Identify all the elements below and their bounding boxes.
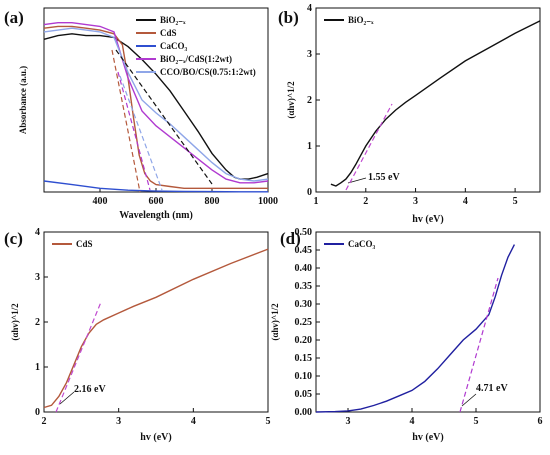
legend-label: BiO₂₋ₓ [160,15,186,25]
panel-b-xtick-label: 4 [463,196,468,207]
panel-b-ytick-label: 1 [307,141,312,152]
panel-b-ytick-label: 3 [307,49,312,60]
panel-a-tangent-cco [119,75,163,191]
panel-a-series-line [43,25,268,190]
panel-d-ytick-label: 0.00 [295,407,313,418]
panel-d-tangent [459,277,499,413]
panel-d-xlabel: hv (eV) [412,432,443,443]
panel-d-legend-label: CaCO₃ [348,239,375,249]
panel-c-ylabel: (αhv)^1/2 [10,303,20,341]
panel-b-ytick-label: 4 [307,3,312,14]
panel-c-xlabel: hv (eV) [140,432,171,443]
panel-c-annotation: 2.16 eV [74,384,106,395]
panel-b-annotation-arrow [347,177,367,184]
panel-d-ytick-label: 0.10 [295,371,313,382]
panel-a-series-line [43,180,268,193]
panel-a-series-line [43,33,269,180]
panel-d-label: (d) [280,229,301,248]
panel-b-xtick-label: 2 [363,196,368,207]
panel-d-ylabel: (αhv)^1/2 [270,303,280,341]
panel-b-annotation: 1.55 eV [368,172,400,183]
panel-a-ylabel: Absorbance (a.u.) [18,66,28,134]
panel-d-ytick-label: 0.30 [295,299,313,310]
panel-a-tangent-composite [117,71,151,191]
panel-d-xtick-label: 5 [474,416,479,427]
panel-c-ytick-label: 1 [35,362,40,373]
panel-b-xtick-label: 5 [513,196,518,207]
panel-c-ytick-label: 3 [35,272,40,283]
panel-b-ytick-label: 2 [307,95,312,106]
panel-b-xlabel: hv (eV) [412,214,443,225]
panel-b-ylabel: (αhv)^1/2 [286,81,296,119]
panel-c-ytick-label: 2 [35,317,40,328]
panel-c-ytick-label: 4 [35,227,40,238]
panel-c-xtick-label: 3 [116,416,121,427]
panel-d-ytick-label: 0.40 [295,263,313,274]
panel-b-tangent [345,103,393,191]
legend-label: CCO/BO/CS(0.75:1:2wt) [160,67,256,77]
panel-d-xtick-label: 6 [538,416,543,427]
panel-b-label: (b) [278,8,299,27]
panel-d-xtick-label: 4 [410,416,415,427]
panel-a-series-line [43,27,269,182]
panel-a-xtick-label: 600 [149,196,164,207]
panel-a-label: (a) [4,8,24,27]
panel-d-xtick-label: 3 [346,416,351,427]
legend-label: CdS [160,28,177,38]
chart-marks: 400 600 800 1000BiO₂₋ₓCdSCaCO₃BiO₂₋ₓ/CdS(1:… [35,3,543,427]
panel-d-ytick-label: 0.50 [295,227,313,238]
panel-d-ytick-label: 0.25 [295,317,313,328]
panel-b-xtick-label: 1 [314,196,319,207]
panel-d-ytick-label: 0.35 [295,281,313,292]
panel-d-annotation: 4.71 eV [476,383,508,394]
panel-c-legend-label: CdS [76,239,93,249]
panel-a-tangent-bio [115,49,213,185]
panel-c-series-line [43,248,269,409]
panel-d-series-line [315,244,516,413]
panel-c-xtick-label: 5 [266,416,271,427]
legend-label: CaCO₃ [160,41,187,51]
panel-c-annotation-arrow [59,391,75,405]
panel-a-xtick-label: 1000 [258,196,278,207]
panel-b-xtick-label: 3 [413,196,418,207]
panel-a-series-line [43,22,269,184]
panel-b-frame [315,7,541,193]
panel-d-ytick-label: 0.45 [295,245,313,256]
panel-c-xtick-label: 4 [191,416,196,427]
panel-c-ytick-label: 0 [35,407,40,418]
panel-a-xtick-label: 400 [93,196,108,207]
panel-d-annotation-arrow [461,393,477,407]
panel-d-ytick-label: 0.15 [295,353,313,364]
panel-a-frame [43,7,269,193]
panel-b-series-line [330,20,541,187]
panel-a-tangent-cds [111,49,141,193]
panel-d-ytick-label: 0.20 [295,335,313,346]
panel-a-xlabel: Wavelength (nm) [119,210,193,221]
panel-b-ytick-label: 0 [307,187,312,198]
panel-d-ytick-label: 0.05 [295,389,313,400]
legend-label: BiO₂₋ₓ/CdS(1:2wt) [160,54,232,64]
panel-c-tangent [55,301,102,413]
panel-b-legend-label: BiO₂₋ₓ [348,15,374,25]
panel-a-xtick-label: 800 [205,196,220,207]
panel-c-label: (c) [4,229,23,248]
panel-c-xtick-label: 2 [42,416,47,427]
